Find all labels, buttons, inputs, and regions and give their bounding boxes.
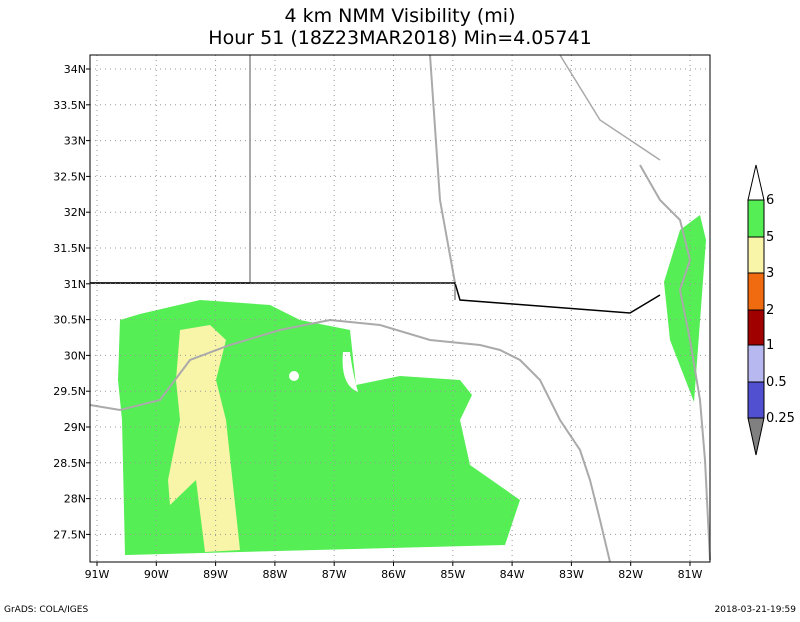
colorbar-label: 6 bbox=[766, 193, 774, 208]
lon-label: 91W bbox=[85, 568, 110, 581]
colorbar-box bbox=[747, 199, 765, 238]
lat-label: 30N bbox=[64, 349, 86, 362]
lat-label: 28.5N bbox=[53, 457, 86, 470]
lon-label: 87W bbox=[322, 568, 347, 581]
lon-label: 85W bbox=[440, 568, 465, 581]
coastline bbox=[89, 318, 611, 563]
lat-label: 29.5N bbox=[53, 385, 86, 398]
colorbar-label: 0.5 bbox=[766, 375, 787, 390]
colorbar-label: 3 bbox=[766, 266, 774, 281]
lat-label: 31.5N bbox=[53, 242, 86, 255]
state-line bbox=[90, 282, 661, 314]
colorbar-box bbox=[747, 309, 765, 346]
lon-label: 82W bbox=[618, 568, 643, 581]
colorbar-label: 1 bbox=[766, 338, 774, 353]
title-line-2: Hour 51 (18Z23MAR2018) Min=4.05741 bbox=[208, 27, 591, 49]
lat-label: 32N bbox=[64, 206, 86, 219]
lat-label: 29N bbox=[64, 421, 86, 434]
lon-label: 86W bbox=[381, 568, 406, 581]
footer-right: 2018-03-21-19:59 bbox=[715, 605, 797, 615]
footer-left: GrADS: COLA/IGES bbox=[4, 605, 88, 615]
hole bbox=[342, 352, 358, 392]
lat-label: 32.5N bbox=[53, 170, 86, 183]
lat-label: 31N bbox=[64, 278, 86, 291]
lat-label: 27.5N bbox=[53, 528, 86, 541]
colorbar-label: 5 bbox=[766, 230, 774, 245]
colorbar: 6 5 3 2 1 0.5 0.25 bbox=[747, 164, 795, 456]
lat-label: 34N bbox=[64, 63, 86, 76]
coastline-east bbox=[639, 164, 711, 561]
colorbar-label: 2 bbox=[766, 303, 774, 318]
lon-label: 89W bbox=[203, 568, 228, 581]
colorbar-box bbox=[747, 272, 765, 311]
hole bbox=[289, 371, 299, 381]
colorbar-bottom bbox=[747, 417, 765, 456]
state-line bbox=[559, 54, 661, 161]
visibility-3-5 bbox=[168, 325, 240, 552]
lon-label: 90W bbox=[144, 568, 169, 581]
colorbar-top bbox=[747, 164, 765, 201]
lat-label: 33N bbox=[64, 135, 86, 148]
grid bbox=[90, 55, 710, 562]
title-line-1: 4 km NMM Visibility (mi) bbox=[285, 5, 516, 27]
lat-label: 33.5N bbox=[53, 99, 86, 112]
colorbar-box bbox=[747, 381, 765, 419]
lon-label: 88W bbox=[262, 568, 287, 581]
lat-label: 30.5N bbox=[53, 314, 86, 327]
lon-label: 84W bbox=[500, 568, 525, 581]
colorbar-box bbox=[747, 344, 765, 383]
map-frame bbox=[89, 54, 711, 563]
state-line bbox=[429, 54, 456, 300]
colorbar-label: 0.25 bbox=[766, 411, 795, 426]
colorbar-box bbox=[747, 236, 765, 274]
map-area bbox=[89, 54, 711, 563]
lon-label: 83W bbox=[559, 568, 584, 581]
lon-label: 81W bbox=[678, 568, 703, 581]
lat-label: 28N bbox=[64, 493, 86, 506]
